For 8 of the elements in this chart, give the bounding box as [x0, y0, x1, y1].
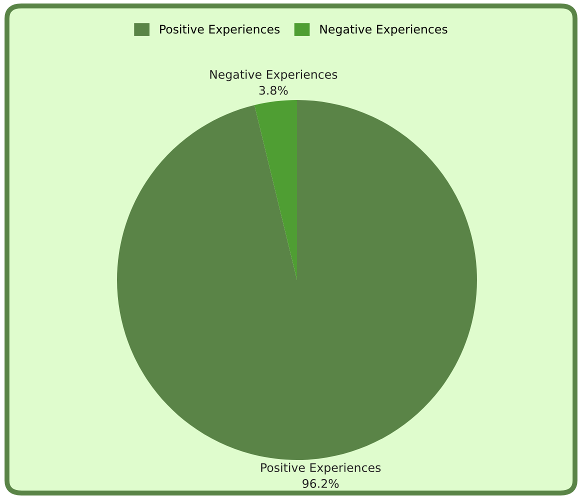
slice-label: Negative Experiences: [210, 70, 338, 82]
legend-label: Negative Experiences: [320, 24, 448, 36]
slice-label: Positive Experiences: [261, 462, 381, 474]
data-label: 96.2%: [302, 479, 339, 488]
pie-slice: [117, 100, 477, 460]
legend-label: Positive Experiences: [160, 24, 280, 36]
pie-slice: [254, 100, 297, 280]
data-label: 3.8%: [259, 86, 288, 95]
